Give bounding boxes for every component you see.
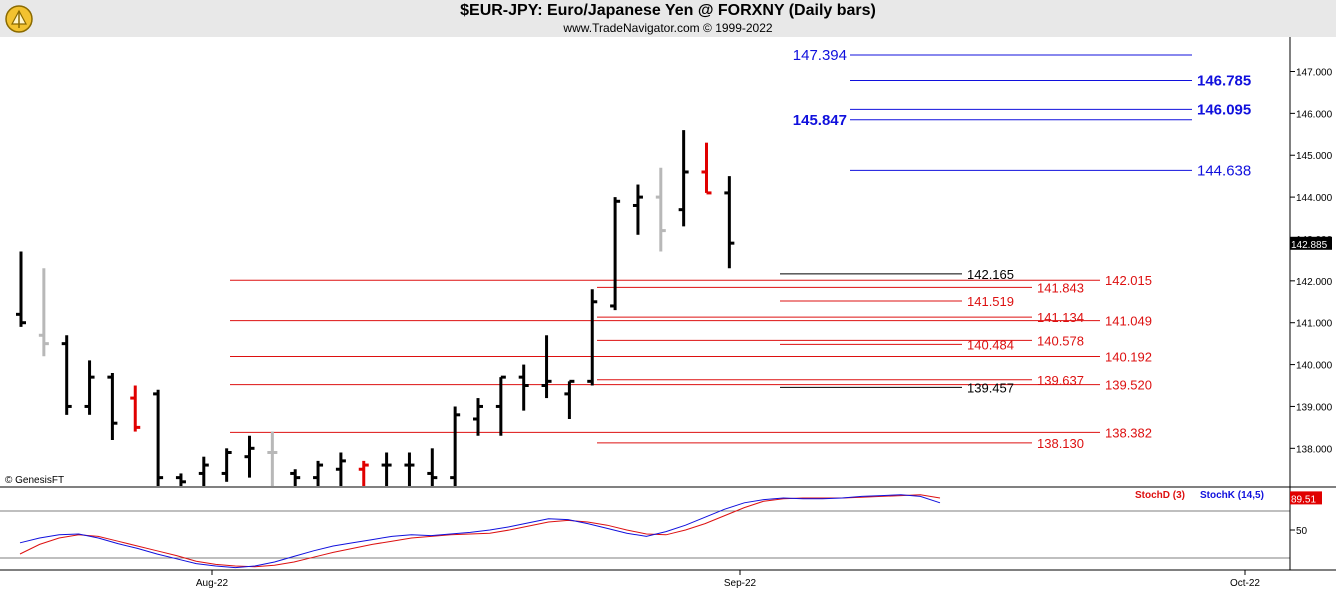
price-level: 141.134 [597, 310, 1084, 325]
ohlc-bar [198, 456, 209, 486]
y-tick-label: 144.000 [1296, 193, 1333, 204]
ohlc-bar [313, 460, 324, 486]
price-level: 139.637 [597, 373, 1084, 388]
ohlc-bar [381, 452, 392, 486]
price-level-label: 146.785 [1197, 72, 1251, 89]
price-level-label: 141.134 [1037, 310, 1084, 325]
chart-subtitle: www.TradeNavigator.com © 1999-2022 [563, 21, 773, 35]
ohlc-bar [175, 473, 186, 486]
ohlc-bar [244, 435, 255, 478]
price-level: 146.095 [850, 101, 1251, 118]
chart-header: $EUR-JPY: Euro/Japanese Yen @ FORXNY (Da… [0, 0, 1336, 37]
y-tick-label: 147.000 [1296, 67, 1333, 78]
price-level: 140.578 [597, 333, 1084, 348]
x-tick-label: Oct-22 [1230, 578, 1260, 589]
price-level: 144.638 [850, 162, 1251, 179]
ohlc-bar [450, 406, 461, 486]
ohlc-bar [701, 142, 712, 195]
ohlc-bar [84, 360, 95, 415]
x-tick-label: Sep-22 [724, 578, 757, 589]
price-level: 147.394 [793, 47, 1192, 64]
price-level-label: 141.049 [1105, 314, 1152, 329]
price-level-label: 147.394 [793, 47, 847, 64]
ohlc-bar [541, 335, 552, 399]
price-panel-bg [0, 37, 1290, 487]
ohlc-bar [221, 448, 232, 482]
x-tick-label: Aug-22 [196, 578, 229, 589]
ohlc-bar [632, 184, 643, 235]
price-level-label: 140.192 [1105, 350, 1152, 365]
price-level-label: 139.457 [967, 380, 1014, 395]
ohlc-bar [655, 167, 666, 252]
price-level: 139.520 [230, 378, 1152, 393]
ohlc-bar [107, 372, 118, 440]
price-level: 142.015 [230, 273, 1152, 288]
ohlc-bar [335, 452, 346, 486]
price-level: 142.165 [780, 267, 1014, 282]
price-level: 138.382 [230, 425, 1152, 440]
price-level: 139.457 [780, 380, 1014, 395]
ohlc-bar [358, 460, 369, 486]
price-level: 141.843 [597, 280, 1084, 295]
y-tick-label: 146.000 [1296, 109, 1333, 120]
ohlc-bar [61, 335, 72, 415]
trade-navigator-logo-icon [2, 2, 36, 36]
price-level-label: 139.637 [1037, 373, 1084, 388]
price-level-label: 141.843 [1037, 280, 1084, 295]
y-tick-label: 141.000 [1296, 319, 1333, 330]
price-level: 146.785 [850, 72, 1251, 89]
legend-stoch-k: StochK (14,5) [1200, 490, 1264, 501]
price-level: 145.847 [793, 112, 1192, 129]
price-level: 140.192 [230, 350, 1152, 365]
price-level-label: 146.095 [1197, 101, 1251, 118]
ohlc-bar [473, 398, 483, 436]
price-level-label: 138.130 [1037, 436, 1084, 451]
ohlc-bar [130, 385, 141, 432]
stoch-series-line [19, 494, 941, 568]
price-level-label: 145.847 [793, 112, 847, 129]
price-level-label: 140.484 [967, 337, 1014, 352]
y-tick-label: 139.000 [1296, 402, 1333, 413]
price-level-label: 144.638 [1197, 162, 1251, 179]
price-level-label: 140.578 [1037, 333, 1084, 348]
ohlc-bar [724, 176, 735, 269]
y-tick-label: 145.000 [1296, 151, 1333, 162]
price-level: 141.519 [780, 294, 1014, 309]
ohlc-bar [518, 364, 529, 411]
ohlc-bar [267, 431, 278, 486]
ohlc-bar [153, 389, 164, 486]
price-level-label: 142.165 [967, 267, 1014, 282]
stoch-tick-label: 50 [1296, 526, 1308, 537]
ohlc-bar [564, 379, 575, 420]
last-price-box [1290, 236, 1332, 250]
ohlc-bar [587, 289, 598, 386]
last-price-label: 142.885 [1291, 240, 1328, 251]
y-tick-label: 140.000 [1296, 361, 1333, 372]
ohlc-bar [427, 448, 438, 486]
stoch-last-value-box [1290, 491, 1322, 505]
ohlc-bar [290, 469, 301, 486]
price-level-label: 141.519 [967, 294, 1014, 309]
ohlc-bar [678, 130, 689, 227]
stoch-last-value-label: 89.51 [1291, 494, 1316, 505]
price-level-label: 138.382 [1105, 425, 1152, 440]
copyright-label: © GenesisFT [5, 475, 64, 486]
price-level: 140.484 [780, 337, 1014, 352]
chart-title: $EUR-JPY: Euro/Japanese Yen @ FORXNY (Da… [460, 2, 876, 19]
ohlc-bar [610, 197, 621, 311]
ohlc-bar [16, 251, 26, 327]
price-level-label: 139.520 [1105, 378, 1152, 393]
price-level-label: 142.015 [1105, 273, 1152, 288]
ohlc-bar [404, 452, 415, 486]
stoch-series-line [19, 494, 941, 569]
y-tick-label: 138.000 [1296, 444, 1333, 455]
ohlc-bar [38, 268, 49, 357]
y-tick-label: 142.000 [1296, 277, 1333, 288]
price-level: 141.049 [230, 314, 1152, 329]
ohlc-bar [495, 375, 506, 436]
legend-stoch-d: StochD (3) [1135, 490, 1185, 501]
price-level: 138.130 [597, 436, 1084, 451]
stochastic-panel-bg [0, 488, 1290, 570]
